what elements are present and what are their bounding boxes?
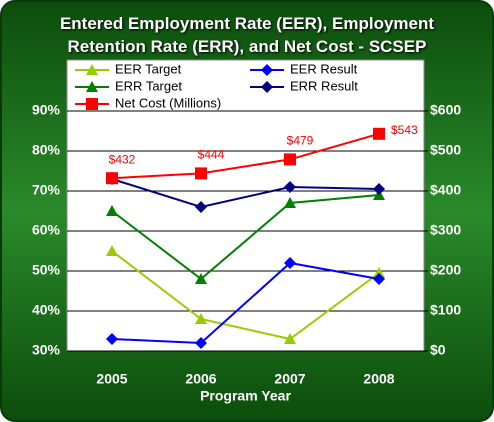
marker <box>195 167 207 180</box>
value-label: $444 <box>198 148 225 162</box>
x-axis-label: Program Year <box>200 388 291 404</box>
legend-label: EER Result <box>290 61 358 76</box>
y-tick-label: 80% <box>32 142 61 158</box>
x-tick-label: 2007 <box>274 371 305 387</box>
value-label: $479 <box>287 134 314 148</box>
marker <box>373 127 385 140</box>
legend-marker <box>86 81 98 92</box>
legend-marker <box>86 98 98 110</box>
y-tick-label: 70% <box>32 182 61 198</box>
marker <box>284 333 296 344</box>
marker <box>284 197 296 208</box>
marker <box>106 245 118 256</box>
y-tick-label: 40% <box>32 302 61 318</box>
legend-label: Net Cost (Millions) <box>115 95 221 110</box>
marker <box>106 333 118 345</box>
marker <box>195 273 207 284</box>
marker <box>284 181 296 193</box>
series-line <box>111 178 380 209</box>
marker <box>106 172 118 185</box>
marker <box>106 205 118 216</box>
marker <box>284 257 296 269</box>
marker <box>195 337 207 349</box>
x-tick-label: 2005 <box>96 371 127 387</box>
x-tick-label: 2006 <box>185 371 216 387</box>
series-line <box>111 261 380 345</box>
y2-tick-label: $400 <box>430 182 461 198</box>
marker <box>373 273 385 285</box>
y2-tick-label: $200 <box>430 262 461 278</box>
x-tick-label: 2008 <box>363 371 394 387</box>
marker <box>373 183 385 195</box>
marker <box>373 267 385 278</box>
legend-label: ERR Result <box>290 78 358 93</box>
y2-tick-label: $300 <box>430 222 461 238</box>
legend-label: EER Target <box>115 61 182 76</box>
y-tick-label: 60% <box>32 222 61 238</box>
y2-tick-label: $600 <box>430 102 461 118</box>
series-line <box>111 194 380 281</box>
series-line <box>111 250 380 341</box>
y-tick-label: 90% <box>32 102 61 118</box>
series-line <box>111 132 380 180</box>
legend-label: ERR Target <box>115 78 182 93</box>
y-tick-label: 50% <box>32 262 61 278</box>
legend-marker <box>261 81 273 93</box>
legend-marker <box>261 64 273 76</box>
marker <box>284 153 296 166</box>
marker <box>195 201 207 213</box>
y2-tick-label: $0 <box>430 342 446 358</box>
value-label: $432 <box>109 152 136 166</box>
legend-marker <box>86 64 98 75</box>
y2-tick-label: $100 <box>430 302 461 318</box>
y-tick-label: 30% <box>32 342 61 358</box>
value-label: $543 <box>391 123 418 137</box>
y2-tick-label: $500 <box>430 142 461 158</box>
chart-title: Entered Employment Rate (EER), Employmen… <box>59 14 435 56</box>
marker <box>195 313 207 324</box>
